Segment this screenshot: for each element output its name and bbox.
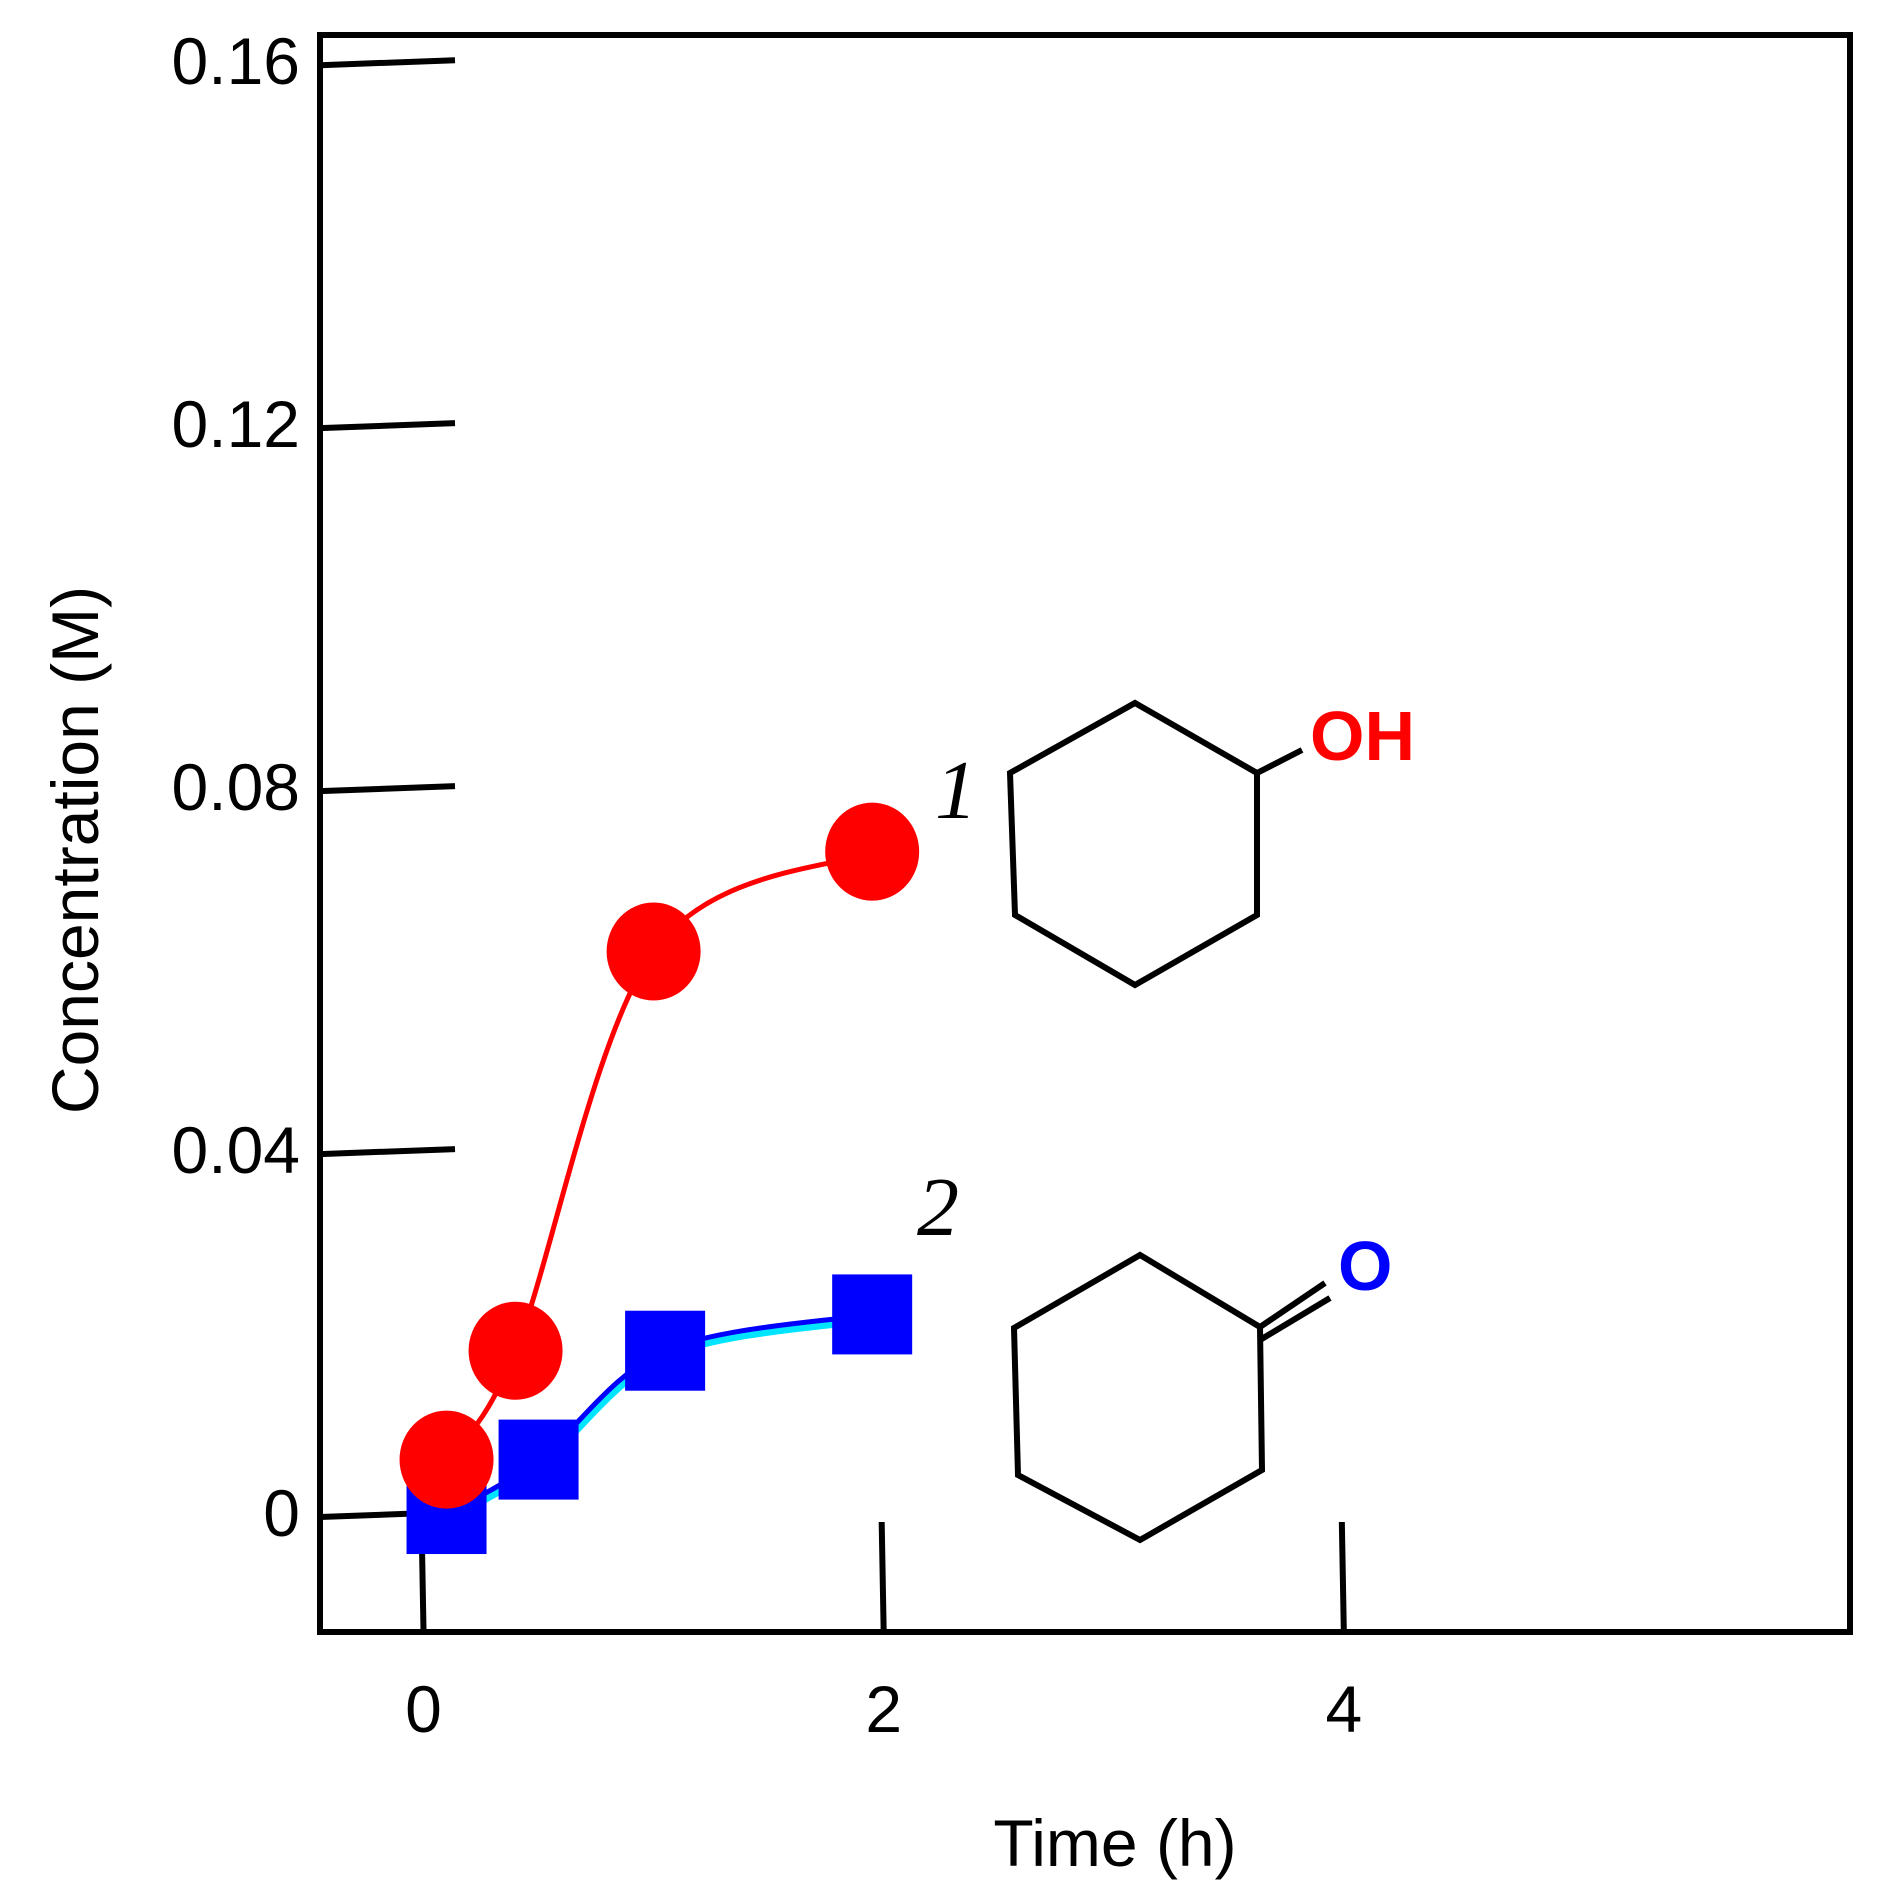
y-tick-label: 0.12 (172, 387, 300, 461)
series-2 (406, 1274, 913, 1555)
y-axis-label: Concentration (M) (38, 586, 112, 1114)
y-tick-label: 0.16 (172, 24, 300, 98)
x-tick-mark (878, 1521, 887, 1633)
series-1 (399, 802, 920, 1509)
cyclohexanone-ring (1010, 1251, 1266, 1544)
data-point-circle (825, 802, 920, 901)
cyclohexanol-ring (1006, 699, 1260, 989)
x-tick-mark (1338, 1521, 1347, 1633)
data-point-square (832, 1274, 913, 1355)
cyclohexanol-oh-bond (1255, 747, 1304, 776)
y-tick-mark (319, 783, 456, 795)
y-tick-mark (319, 57, 456, 69)
series-line (444, 849, 874, 1462)
data-point-circle (399, 1410, 494, 1509)
carbonyl-bond-a (1258, 1280, 1327, 1330)
plot-frame (317, 32, 1853, 1635)
y-tick-mark (319, 1146, 456, 1158)
y-tick-label: 0.04 (172, 1113, 300, 1187)
series-line-shadow (446, 1315, 875, 1523)
carbonyl-bond-b (1258, 1295, 1332, 1343)
y-tick-label: 0.08 (172, 750, 300, 824)
series-line (445, 1311, 873, 1517)
data-point-square (625, 1310, 706, 1391)
data-point-circle (606, 902, 701, 1001)
o-label: O (1338, 1227, 1392, 1305)
curve-label-2: 2 (917, 1161, 959, 1254)
data-point-square (498, 1419, 579, 1500)
y-tick-mark (319, 420, 456, 432)
oh-label: OH (1310, 697, 1415, 775)
x-tick-label: 2 (865, 1672, 902, 1746)
y-tick-label: 0 (263, 1476, 300, 1550)
x-tick-label: 4 (1325, 1672, 1362, 1746)
y-axis-ticks: 0 0.04 0.08 0.12 0.16 (172, 24, 456, 1550)
x-axis-ticks: 0 2 4 (405, 1521, 1362, 1746)
series-layer (399, 802, 920, 1555)
curve-label-1: 1 (935, 744, 977, 837)
x-axis-label: Time (h) (993, 1806, 1236, 1880)
data-point-circle (468, 1301, 563, 1400)
cyclohexanol-structure (1006, 699, 1304, 989)
x-tick-label: 0 (405, 1672, 442, 1746)
cyclohexanone-structure (1010, 1251, 1332, 1544)
